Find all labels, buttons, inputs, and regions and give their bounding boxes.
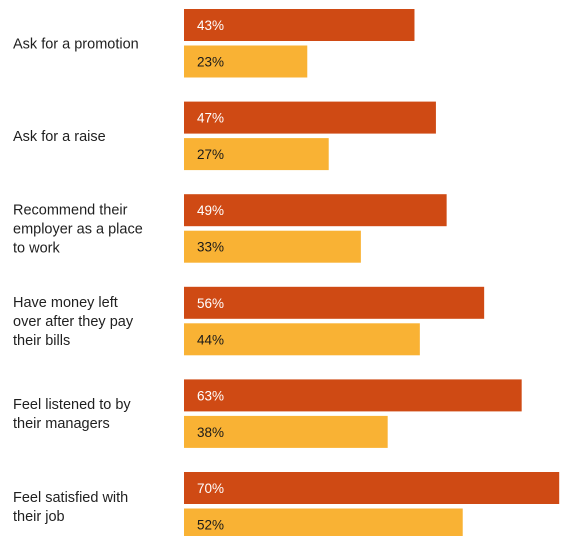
category-label: Ask for a promotion xyxy=(13,36,139,52)
bar-value-label: 23% xyxy=(197,55,224,70)
category-label-line: their job xyxy=(13,509,65,525)
bar-series-2-cat-6 xyxy=(184,508,463,536)
bars-layer: 43% 23% 47% 27% 49% 33% 56% 44% 63% 38% 70% 52% xyxy=(184,9,560,536)
category-labels: Ask for a promotion Ask for a raise Recomm… xyxy=(13,36,143,525)
category-label-line: Recommend their xyxy=(13,202,128,218)
bar-value-label: 49% xyxy=(197,203,224,218)
category-label-line: to work xyxy=(13,240,60,256)
bar-series-1-cat-5 xyxy=(184,379,522,412)
bar-value-label: 47% xyxy=(197,111,224,126)
bar-value-label: 52% xyxy=(197,518,224,533)
bar-series-1-cat-2 xyxy=(184,101,436,134)
bar-value-label: 38% xyxy=(197,425,224,440)
bar-series-1-cat-3 xyxy=(184,194,447,227)
bar-value-label: 43% xyxy=(197,18,224,33)
bar-value-label: 70% xyxy=(197,481,224,496)
bar-value-label: 56% xyxy=(197,296,224,311)
bar-series-1-cat-1 xyxy=(184,9,415,41)
bar-value-label: 33% xyxy=(197,240,224,255)
bar-series-2-cat-3 xyxy=(184,230,361,263)
category-label-line: Have money left xyxy=(13,295,118,311)
category-label-line: over after they pay xyxy=(13,314,134,330)
category-label-line: Ask for a promotion xyxy=(13,36,139,52)
bar-series-2-cat-5 xyxy=(184,415,388,448)
bar-series-1-cat-4 xyxy=(184,286,485,319)
category-label-line: Feel listened to by xyxy=(13,397,131,413)
category-label-line: employer as a place xyxy=(13,221,143,237)
category-label-line: their managers xyxy=(13,416,110,432)
category-label: Ask for a raise xyxy=(13,129,106,145)
bar-value-label: 63% xyxy=(197,388,224,403)
category-label-line: Ask for a raise xyxy=(13,129,106,145)
category-label: Feel satisfied with their job xyxy=(13,490,128,525)
category-label: Have money left over after they pay their … xyxy=(13,295,134,349)
bar-series-2-cat-1 xyxy=(184,45,308,78)
bar-series-2-cat-2 xyxy=(184,138,329,171)
category-label: Recommend their employer as a place to wor… xyxy=(13,202,143,256)
bar-series-1-cat-6 xyxy=(184,472,560,504)
bar-series-2-cat-4 xyxy=(184,323,420,356)
bar-value-label: 44% xyxy=(197,332,224,347)
bar-value-label: 27% xyxy=(197,147,224,162)
category-label: Feel listened to by their managers xyxy=(13,397,131,432)
category-label-line: their bills xyxy=(13,333,70,349)
category-label-line: Feel satisfied with xyxy=(13,490,128,506)
